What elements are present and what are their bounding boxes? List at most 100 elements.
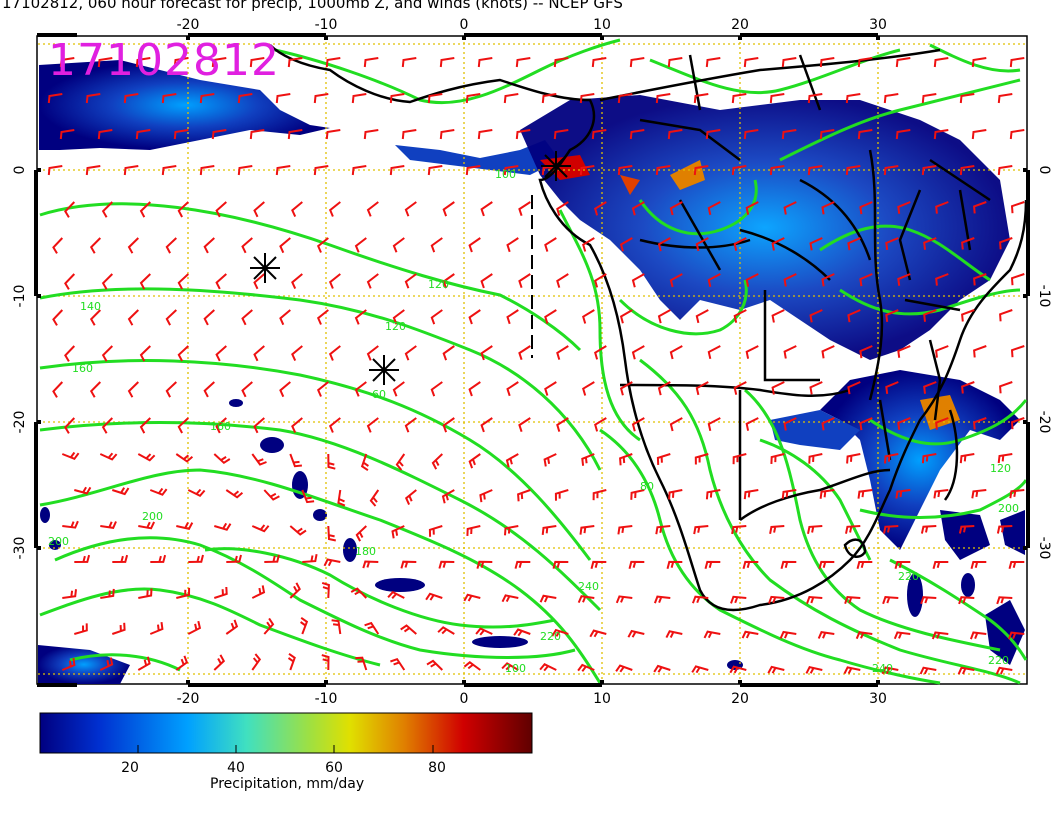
wind-barb [617,165,633,176]
wind-barb [847,237,861,251]
wind-barb [323,558,341,567]
lat-tick-left: 0 [12,166,28,175]
wind-barb [237,165,253,176]
wind-barb [556,201,569,216]
wind-barb [923,237,937,250]
wind-barb [149,487,168,496]
wind-barb [997,165,1013,176]
wind-barb [897,201,911,214]
markers [250,151,571,385]
lon-tick-bottom: 20 [731,691,749,707]
wind-barb [807,165,823,176]
wind-barb [52,237,64,254]
wind-barb [895,489,911,499]
wind-barb [1007,631,1025,640]
wind-barb [615,595,633,604]
wind-barb [392,237,405,253]
wind-barb [476,560,493,569]
wind-barb [808,453,823,464]
contour-label: 220 [540,630,561,643]
lat-tick-right: -30 [1036,537,1052,560]
marker-3 [541,151,571,181]
wind-barb [544,381,557,396]
wind-barb [199,165,215,176]
marker-2 [369,355,399,385]
wind-barb [694,453,709,465]
wind-barb [579,165,595,176]
wind-barb [337,489,346,507]
lon-tick-bottom: -10 [315,691,338,707]
wind-barb [919,666,937,675]
wind-barb [518,273,531,289]
figure-title: 17102812, 060 hour forecast for precip, … [2,0,623,12]
wind-barb [514,560,531,569]
wind-barb [551,628,569,637]
wind-barb [669,201,683,216]
wind-barb [657,237,671,252]
wind-barb [431,453,443,470]
wind-barb [391,525,405,539]
wind-barb [203,309,215,326]
wind-barb [665,630,683,639]
wind-barb [539,594,557,603]
wind-barb [1010,417,1025,430]
wind-barb [859,345,873,359]
wind-barbs [47,57,1025,675]
wind-barb [771,237,785,251]
wind-barb [101,273,114,290]
wind-barb [506,381,519,397]
wind-barb [518,201,531,217]
wind-barb [430,309,443,325]
wind-barb [745,273,759,287]
wind-barb [177,273,189,290]
wind-barb [695,309,709,324]
wind-barb [313,165,329,176]
wind-barb [809,309,823,323]
wind-barb [589,629,607,638]
wind-barb [732,453,747,465]
wind-barb [619,309,633,324]
wind-barb [617,525,633,535]
wind-barb [501,662,519,671]
wind-barb [999,381,1013,394]
wind-barb [544,237,557,252]
wind-barb [300,616,309,635]
wind-barb [465,93,481,104]
wind-barb [291,273,303,290]
wind-barb [581,453,595,466]
wind-barb [973,273,987,286]
wind-barb [74,486,92,495]
wind-barb [544,309,557,324]
wind-barb [427,93,443,104]
wind-barb [389,93,405,104]
wind-barb [769,525,785,534]
wind-barb [923,381,937,394]
wind-barb [187,488,206,498]
wind-barb [730,595,747,604]
wind-barb [996,596,1013,605]
wind-barb [553,57,569,68]
wind-barb [859,417,873,431]
wind-barb [615,664,633,673]
wind-barb [389,165,405,176]
wind-barb [821,345,835,359]
wind-barb [920,525,937,534]
wind-barb [668,489,683,500]
wind-barb [503,93,519,104]
wind-barb [241,381,253,398]
wind-barb [1010,201,1025,214]
wind-barb [553,129,569,140]
wind-barb [707,417,721,432]
wind-barb [971,57,987,68]
wind-barb [577,595,595,604]
wind-barb [541,93,557,104]
wind-barb [931,631,949,640]
wind-barb [328,273,341,289]
wind-barb [52,309,64,326]
wind-barb [101,201,114,218]
wind-barb [404,273,417,289]
wind-barb [100,588,115,599]
wind-barb [1010,345,1025,358]
wind-barb [177,417,189,434]
wind-barb [465,165,481,176]
